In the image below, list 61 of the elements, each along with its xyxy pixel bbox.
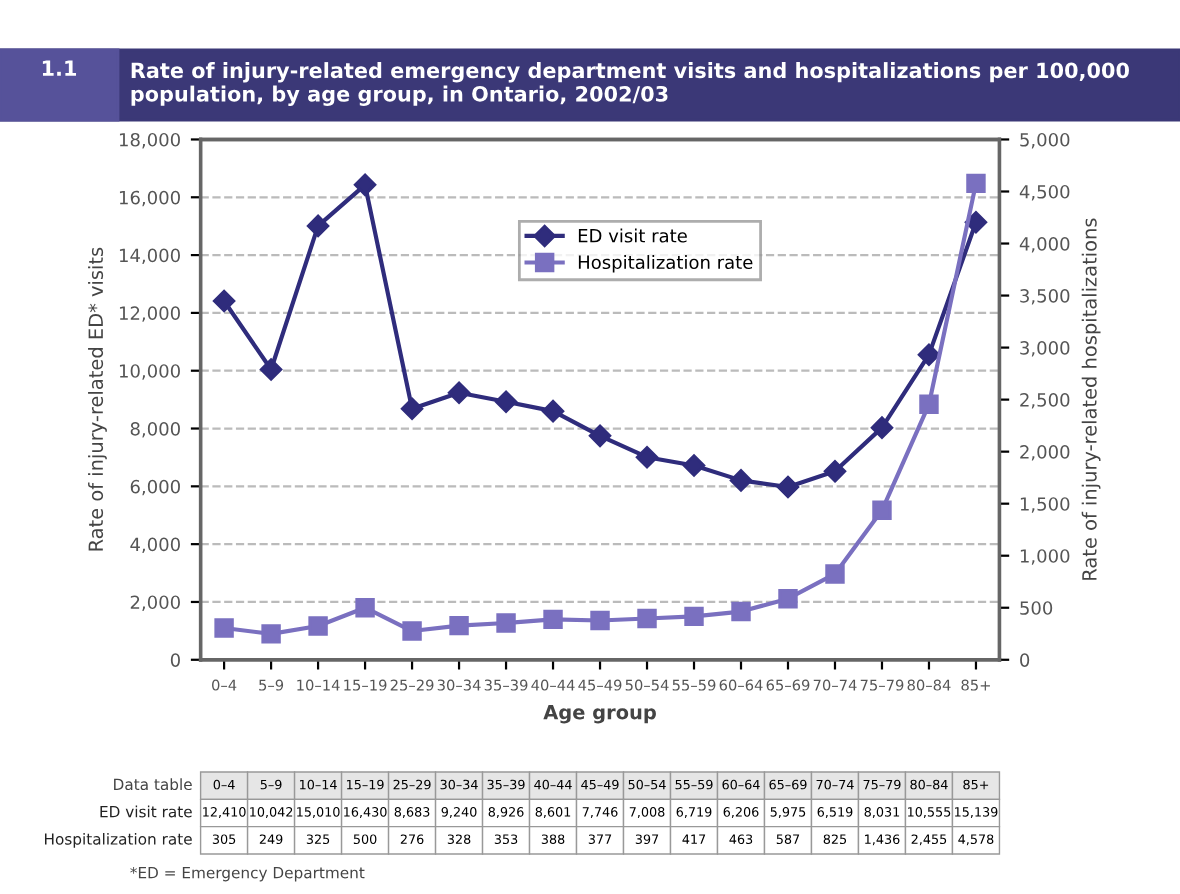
legend-label: ED visit rate [578,228,687,243]
y-tick-label: 16,000 [119,190,180,207]
point [590,610,610,631]
point [870,416,894,439]
point [496,613,516,633]
y-axis-title: Rate of injury-related ED* visits [88,247,107,551]
legend-label: Hospitalization rate [578,255,753,273]
y2-tick-label: 3,000 [1020,341,1070,357]
y2-tick-label: 5,000 [1020,132,1070,149]
point [261,624,281,644]
point [212,289,236,313]
point [494,390,518,413]
point [635,445,659,469]
point [214,618,234,638]
y2-tick-label: 1,000 [1020,549,1070,565]
point [917,343,941,366]
y2-tick-label: 2,000 [1020,445,1070,461]
point [731,601,751,622]
y-tick-label: 8,000 [130,421,180,438]
y2-tick-label: 500 [1020,601,1053,615]
point [872,500,892,521]
point [402,621,422,641]
y-tick-label: 18,000 [119,132,180,149]
point [588,424,612,448]
y2-tick-label: 1,500 [1020,497,1070,513]
y2-axis-title: Rate of injury-related hospitalizations [1081,218,1101,580]
point [353,173,377,197]
y-tick-label: 6,000 [130,479,180,496]
point [682,454,706,477]
point [825,564,845,584]
y-tick-label: 14,000 [119,248,180,265]
point [306,214,330,238]
y2-tick-label: 3,500 [1020,289,1070,305]
point [449,615,469,636]
point [966,173,986,194]
point [778,588,798,609]
point [637,608,657,629]
point [823,460,847,483]
point [541,399,565,423]
text: 1.1 [42,60,77,76]
chart-title: Rate of injury-related emergency department visits and hospitalizations per 100,000 population, by age group, in Ontario, 2002/03 [131,62,1129,106]
point [447,381,471,404]
point [308,616,328,636]
point [729,469,753,492]
point [259,358,283,381]
y2-tick-label: 4,500 [1019,184,1070,201]
point [543,609,563,630]
point [355,598,375,618]
y2-tick-label: 0 [1020,653,1030,667]
y-tick-label: 12,000 [119,306,180,322]
point [400,397,424,420]
y2-tick-label: 4,000 [1019,236,1070,253]
y-tick-label: 2,000 [130,595,180,611]
point [684,606,704,627]
y-tick-label: 4,000 [130,537,180,554]
y2-tick-label: 2,500 [1020,393,1070,409]
point [919,394,939,415]
y-tick-label: 0 [170,653,180,667]
point [776,475,800,499]
x-axis-title: Age group [543,705,656,724]
y-tick-label: 10,000 [119,364,180,380]
